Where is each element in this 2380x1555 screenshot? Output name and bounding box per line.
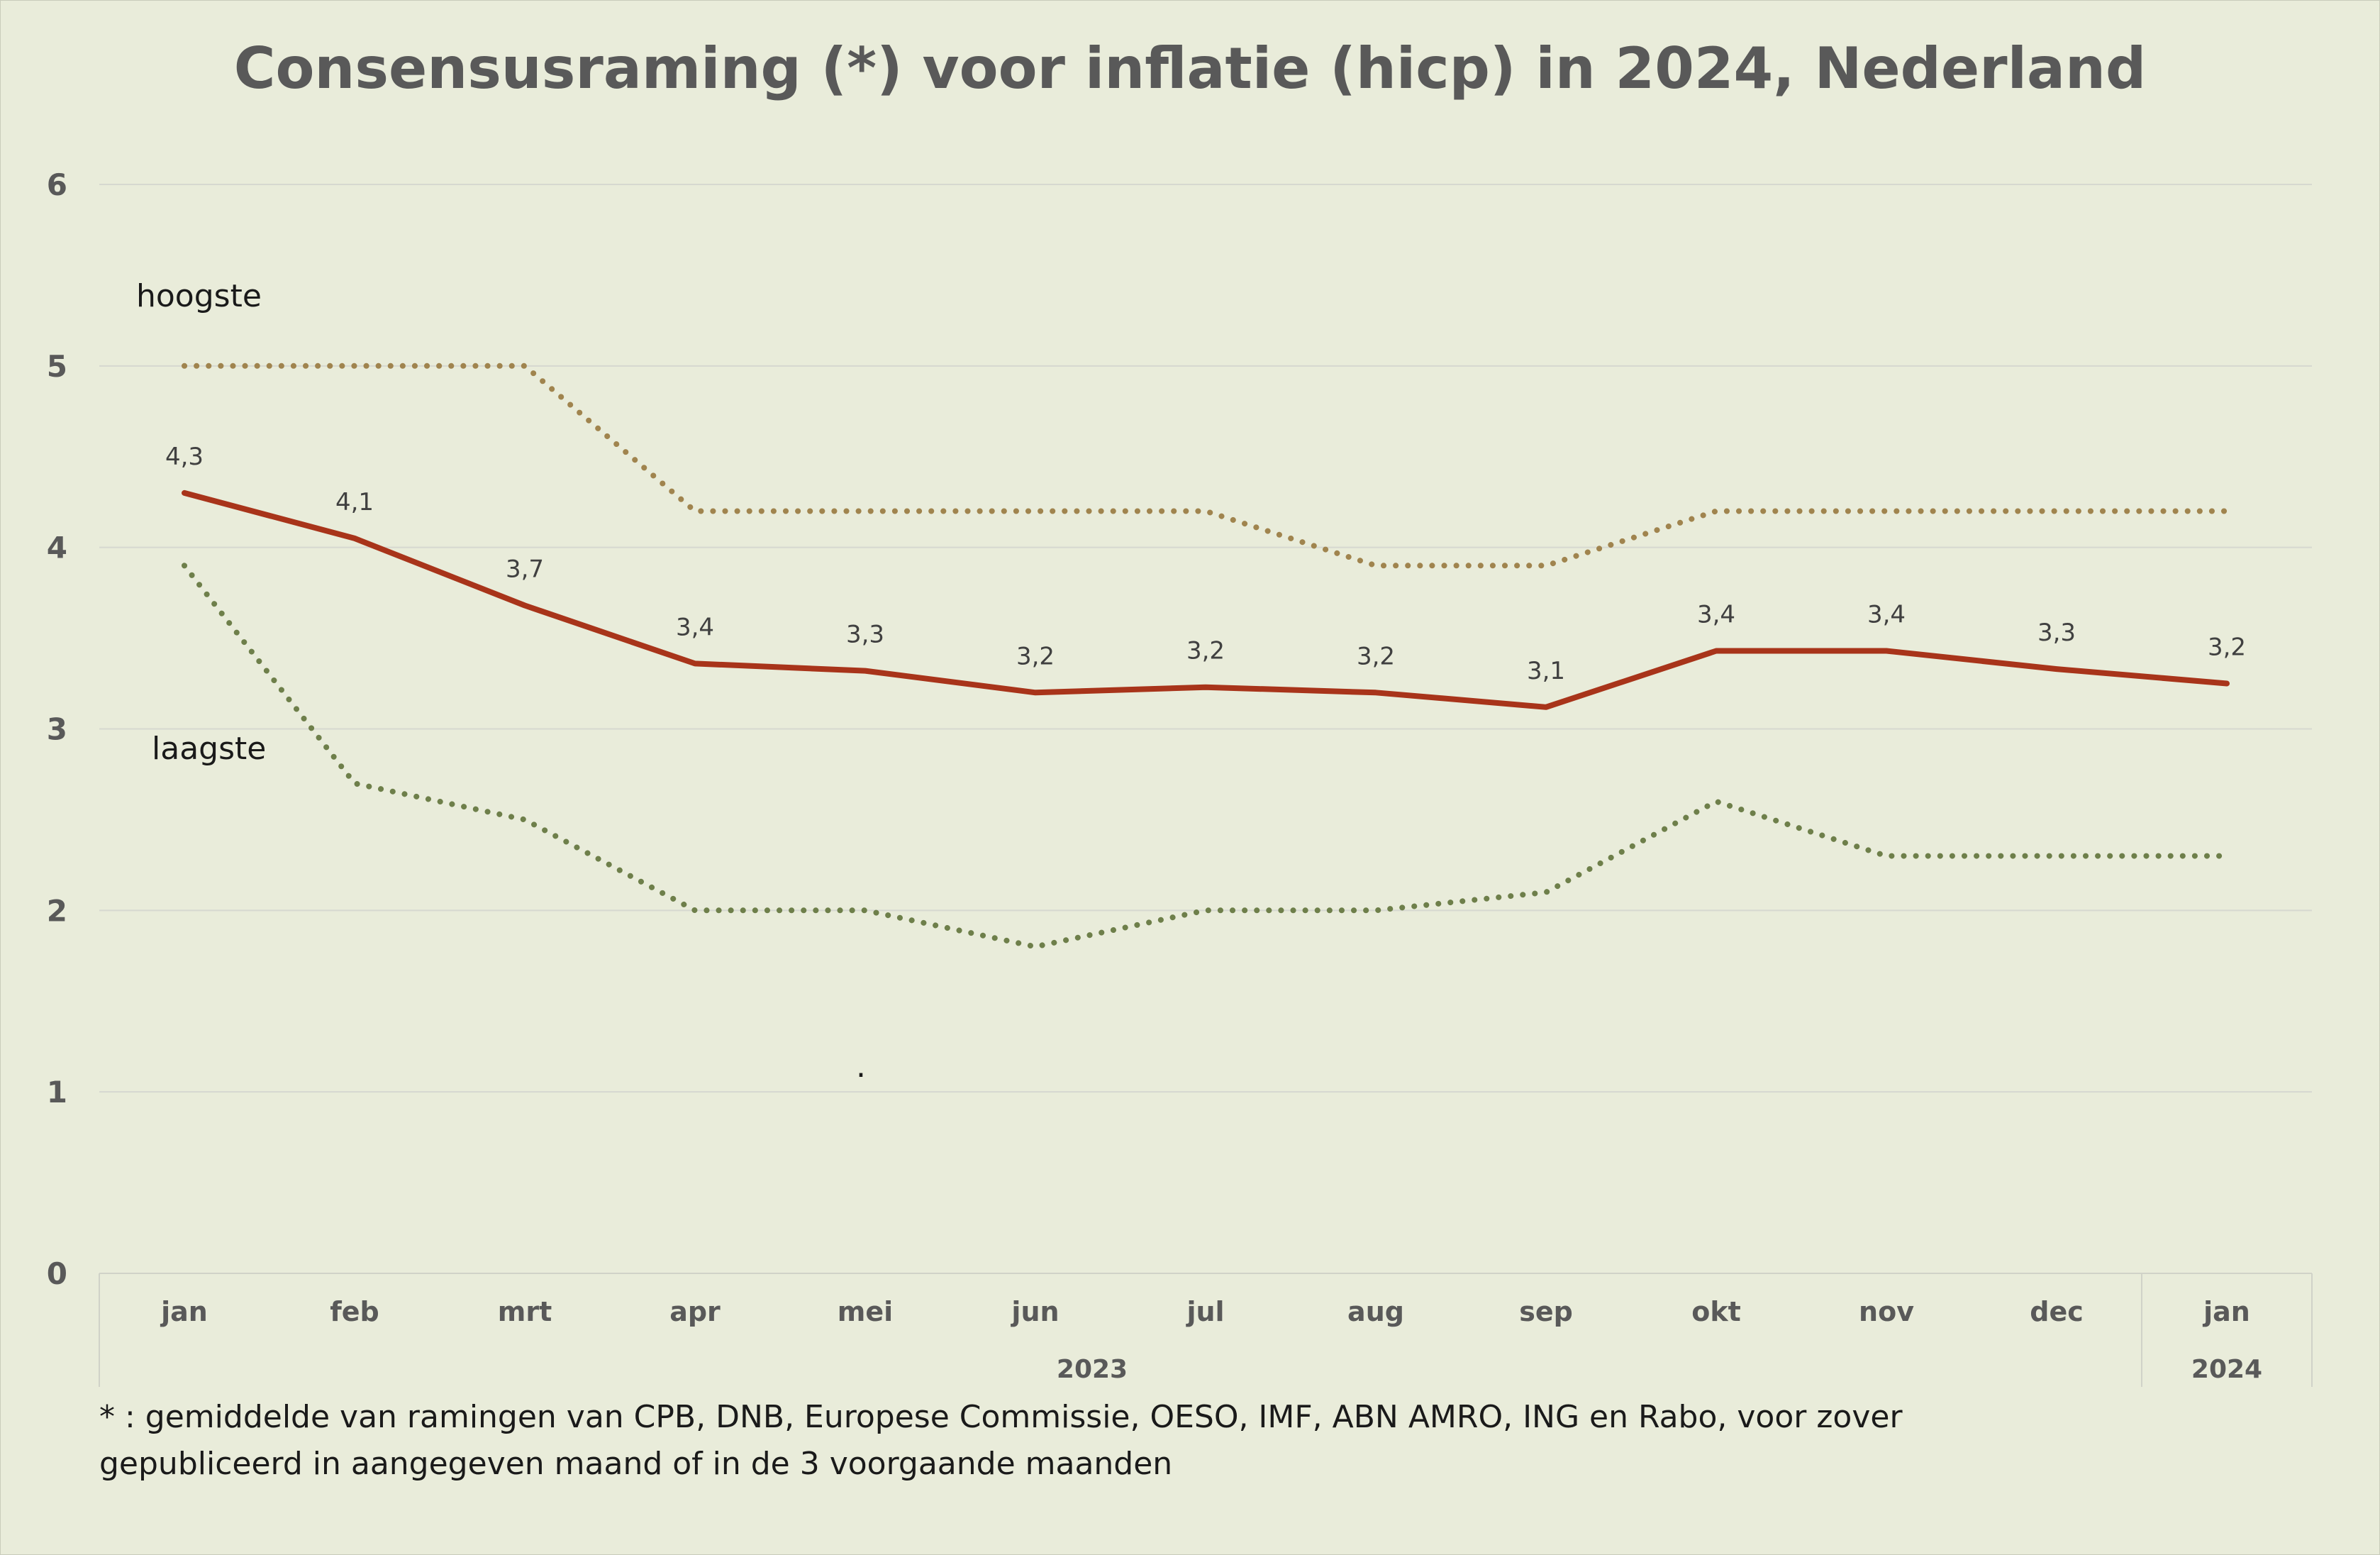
- data-label: 3,4: [676, 613, 714, 641]
- gridlines: [99, 184, 2312, 1274]
- data-label: 4,1: [335, 488, 374, 516]
- stray-mark: .: [856, 1048, 866, 1085]
- series-line-gemiddelde: [182, 489, 2230, 710]
- y-tick-label: 2: [47, 893, 67, 928]
- chart-title: Consensusraming (*) voor inflatie (hicp)…: [234, 35, 2147, 101]
- year-label: 2023: [1057, 1355, 1128, 1384]
- y-axis-ticks: 0 1 2 3 4 5 6: [47, 167, 67, 1291]
- x-axis: jan feb mrt apr mei jun jul aug sep okt nov dec jan 2…: [99, 1273, 2313, 1387]
- y-tick-label: 5: [47, 349, 67, 384]
- footnote-line-2: gepubliceerd in aangegeven maand of in d…: [99, 1446, 1172, 1482]
- x-tick-label: jul: [1185, 1296, 1224, 1327]
- data-label: 3,2: [1357, 642, 1395, 670]
- x-tick-label: okt: [1691, 1296, 1741, 1327]
- x-tick-label: feb: [330, 1296, 379, 1327]
- x-tick-label: mei: [838, 1296, 893, 1327]
- y-tick-label: 0: [47, 1256, 67, 1291]
- data-label: 3,3: [846, 621, 884, 649]
- x-tick-label: jan: [2202, 1296, 2250, 1327]
- series-line-hoogste: [182, 363, 2230, 569]
- x-tick-label: jun: [1010, 1296, 1059, 1327]
- x-tick-label: apr: [669, 1296, 721, 1327]
- data-label: 3,1: [1527, 657, 1565, 685]
- data-label: 3,2: [1016, 642, 1055, 670]
- x-tick-label: jan: [160, 1296, 208, 1327]
- data-label: 4,3: [165, 443, 204, 471]
- data-label: 3,7: [506, 555, 544, 584]
- x-tick-label: dec: [2030, 1296, 2084, 1327]
- year-label: 2024: [2191, 1355, 2262, 1384]
- y-tick-label: 4: [47, 531, 67, 565]
- footnote-line-1: * : gemiddelde van ramingen van CPB, DNB…: [99, 1399, 1903, 1435]
- data-label: 3,3: [2037, 619, 2076, 647]
- data-label: 3,4: [1867, 601, 1906, 629]
- series-label-hoogste: hoogste: [136, 278, 262, 314]
- data-label: 3,2: [1186, 637, 1225, 665]
- data-label: 3,4: [1697, 601, 1735, 629]
- y-tick-label: 1: [47, 1075, 67, 1109]
- x-tick-label: aug: [1347, 1296, 1404, 1327]
- x-tick-label: nov: [1859, 1296, 1914, 1327]
- series-lines: [182, 363, 2230, 950]
- series-label-laagste: laagste: [152, 731, 266, 767]
- data-labels: 4,3 4,1 3,7 3,4 3,3 3,2 3,2 3,2 3,1 3,4 3,4 3,3 3,2: [165, 443, 2246, 685]
- series-line-laagste: [182, 563, 2230, 950]
- y-tick-label: 3: [47, 712, 67, 747]
- x-tick-label: mrt: [498, 1296, 552, 1327]
- x-tick-label: sep: [1519, 1296, 1573, 1327]
- y-tick-label: 6: [47, 167, 67, 202]
- data-label: 3,2: [2208, 633, 2246, 662]
